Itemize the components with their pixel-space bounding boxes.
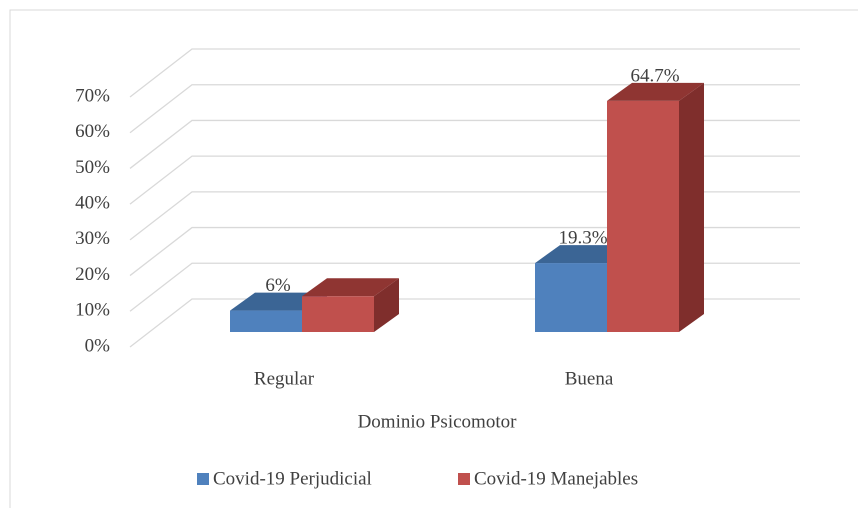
y-tick-label: 20% (75, 264, 110, 285)
x-axis-title: Dominio Psicomotor (358, 411, 518, 432)
bar (230, 310, 302, 332)
bar (535, 263, 607, 332)
bar-top (607, 82, 704, 101)
y-tick-label: 60% (75, 121, 110, 142)
bar-side (679, 82, 704, 332)
bar (302, 296, 374, 332)
grid-line (129, 48, 800, 98)
legend-label: Covid-19 Manejables (474, 468, 638, 489)
grid-line (129, 191, 800, 241)
grid-line (129, 155, 800, 205)
y-tick-label: 40% (75, 193, 110, 214)
grid-line (129, 84, 800, 134)
y-tick-label: 50% (75, 157, 110, 178)
bar (607, 100, 679, 332)
y-tick-label: 0% (85, 335, 111, 356)
chart-border (9, 9, 858, 508)
y-tick-label: 70% (75, 85, 110, 106)
data-label: 64.7% (630, 65, 679, 86)
data-label: 19.3% (558, 227, 607, 248)
y-tick-label: 30% (75, 228, 110, 249)
x-tick-label: Regular (254, 368, 315, 389)
legend-swatch (458, 473, 470, 485)
data-label: 6% (265, 275, 291, 296)
grid-line (129, 119, 800, 169)
bar-top (302, 278, 399, 297)
y-tick-label: 10% (75, 300, 110, 321)
bar-side (374, 278, 399, 332)
x-tick-label: Buena (565, 368, 614, 389)
legend-swatch (197, 473, 209, 485)
grid-line (129, 226, 800, 277)
legend-label: Covid-19 Perjudicial (213, 468, 372, 489)
